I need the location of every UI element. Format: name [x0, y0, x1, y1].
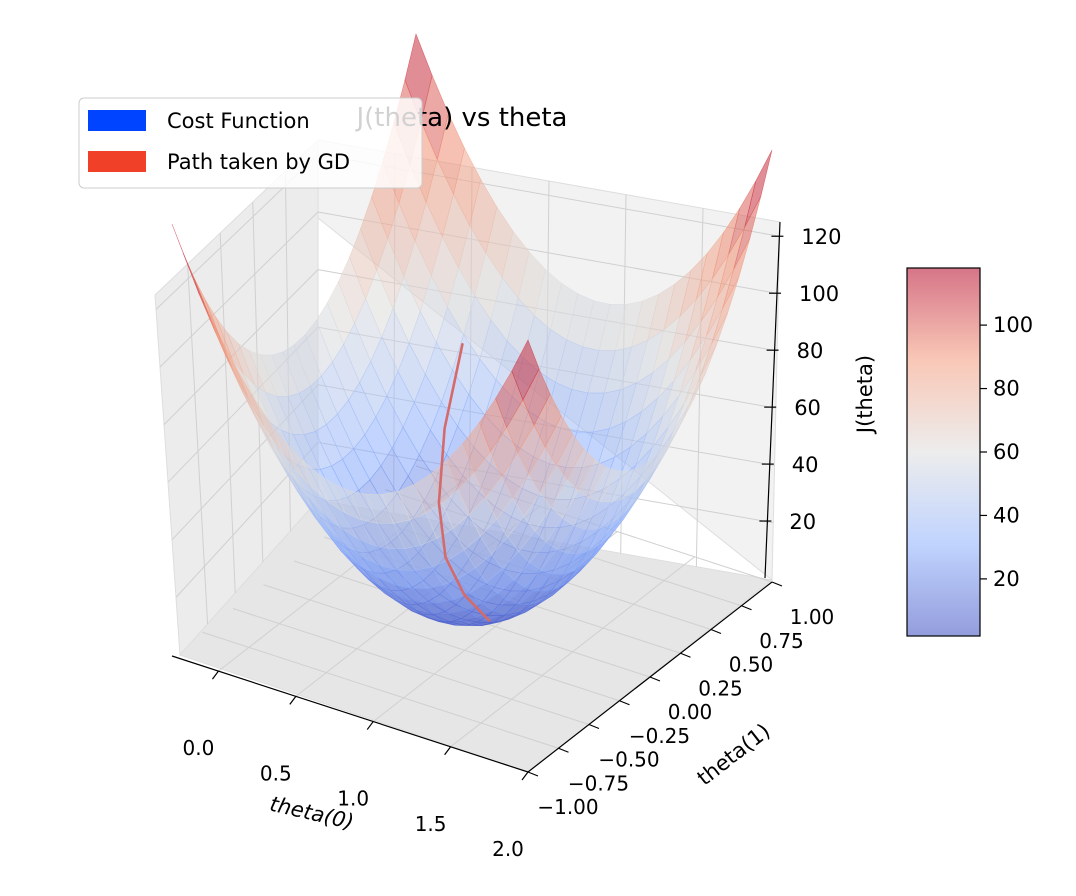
y-tick-label: 1.00: [790, 605, 835, 629]
gd-path-line: [437, 343, 491, 622]
left-gridline: [187, 263, 209, 625]
legend-swatch-cost-function: [88, 110, 146, 131]
colorbar-ticks: 20 40 60 80 100: [980, 313, 1033, 591]
y-tick: [588, 723, 600, 730]
y-tick-label: 0.75: [759, 629, 804, 653]
x-tick: [444, 746, 452, 756]
z-axis-label: J(theta): [853, 355, 877, 435]
x-tick: [289, 695, 297, 705]
surface-facet: [511, 339, 540, 401]
floor-gridline: [263, 584, 620, 702]
legend-swatch-gd-path: [88, 151, 146, 172]
legend-label-gd-path: Path taken by GD: [167, 150, 350, 174]
y-tick: [649, 676, 661, 682]
colorbar-tick-label: 80: [993, 377, 1020, 401]
legend: Cost Function Path taken by GD: [78, 97, 423, 189]
z-tick-label: 80: [797, 339, 824, 363]
x-tick-label: 2.0: [492, 837, 524, 861]
z-tick-label: 40: [792, 453, 819, 477]
x-tick: [521, 771, 529, 781]
colorbar-tick-label: 40: [993, 503, 1020, 527]
y-tick: [680, 652, 691, 658]
x-tick-label: 1.0: [337, 787, 369, 811]
colorbar: 20 40 60 80 100: [906, 267, 1033, 637]
z-axis-ticks: 20 40 60 80 100 120: [759, 225, 841, 534]
y-tick: [527, 771, 539, 777]
y-tick-label: −0.75: [568, 771, 629, 795]
y-axis-label: theta(1): [693, 719, 775, 790]
y-tick-label: 0.00: [668, 700, 713, 724]
colorbar-gradient: [906, 267, 981, 637]
left-gridline: [159, 211, 319, 368]
x-tick-label: 0.0: [183, 736, 215, 760]
y-tick: [558, 747, 569, 753]
colorbar-tick-label: 100: [993, 313, 1033, 337]
colorbar-tick-label: 60: [993, 440, 1020, 464]
z-tick-label: 20: [789, 510, 816, 534]
y-tick: [710, 628, 722, 635]
z-tick-label: 100: [799, 282, 839, 306]
surface-facet: [744, 149, 773, 228]
y-tick-label: −1.00: [537, 795, 598, 819]
y-tick: [619, 700, 630, 706]
x-tick: [211, 670, 219, 680]
floor-gridline: [232, 608, 590, 725]
z-tick-label: 120: [801, 225, 841, 249]
y-tick: [741, 605, 752, 611]
x-tick-label: 0.5: [260, 761, 292, 785]
y-tick-label: −0.50: [598, 748, 659, 772]
floor-gridline: [202, 631, 559, 749]
legend-box: [78, 97, 423, 189]
legend-label-cost-function: Cost Function: [167, 109, 310, 133]
floor-pane: [179, 499, 774, 773]
x-tick: [366, 721, 374, 730]
left-gridline: [219, 232, 236, 594]
y-tick-label: −0.25: [629, 724, 690, 748]
z-tick-label: 60: [794, 396, 821, 420]
y-tick-label: 0.25: [698, 676, 743, 700]
x-tick-label: 1.5: [415, 812, 447, 836]
x-axis-ticks: 0.0 0.5 1.0 1.5 2.0: [183, 670, 529, 861]
cost-surface: [171, 33, 773, 626]
y-tick-label: 0.50: [729, 653, 774, 677]
y-axis-ticks: −1.00−0.75−0.50−0.250.000.250.500.751.00: [527, 581, 835, 819]
y-tick: [771, 581, 783, 587]
colorbar-tick-label: 20: [993, 567, 1020, 591]
